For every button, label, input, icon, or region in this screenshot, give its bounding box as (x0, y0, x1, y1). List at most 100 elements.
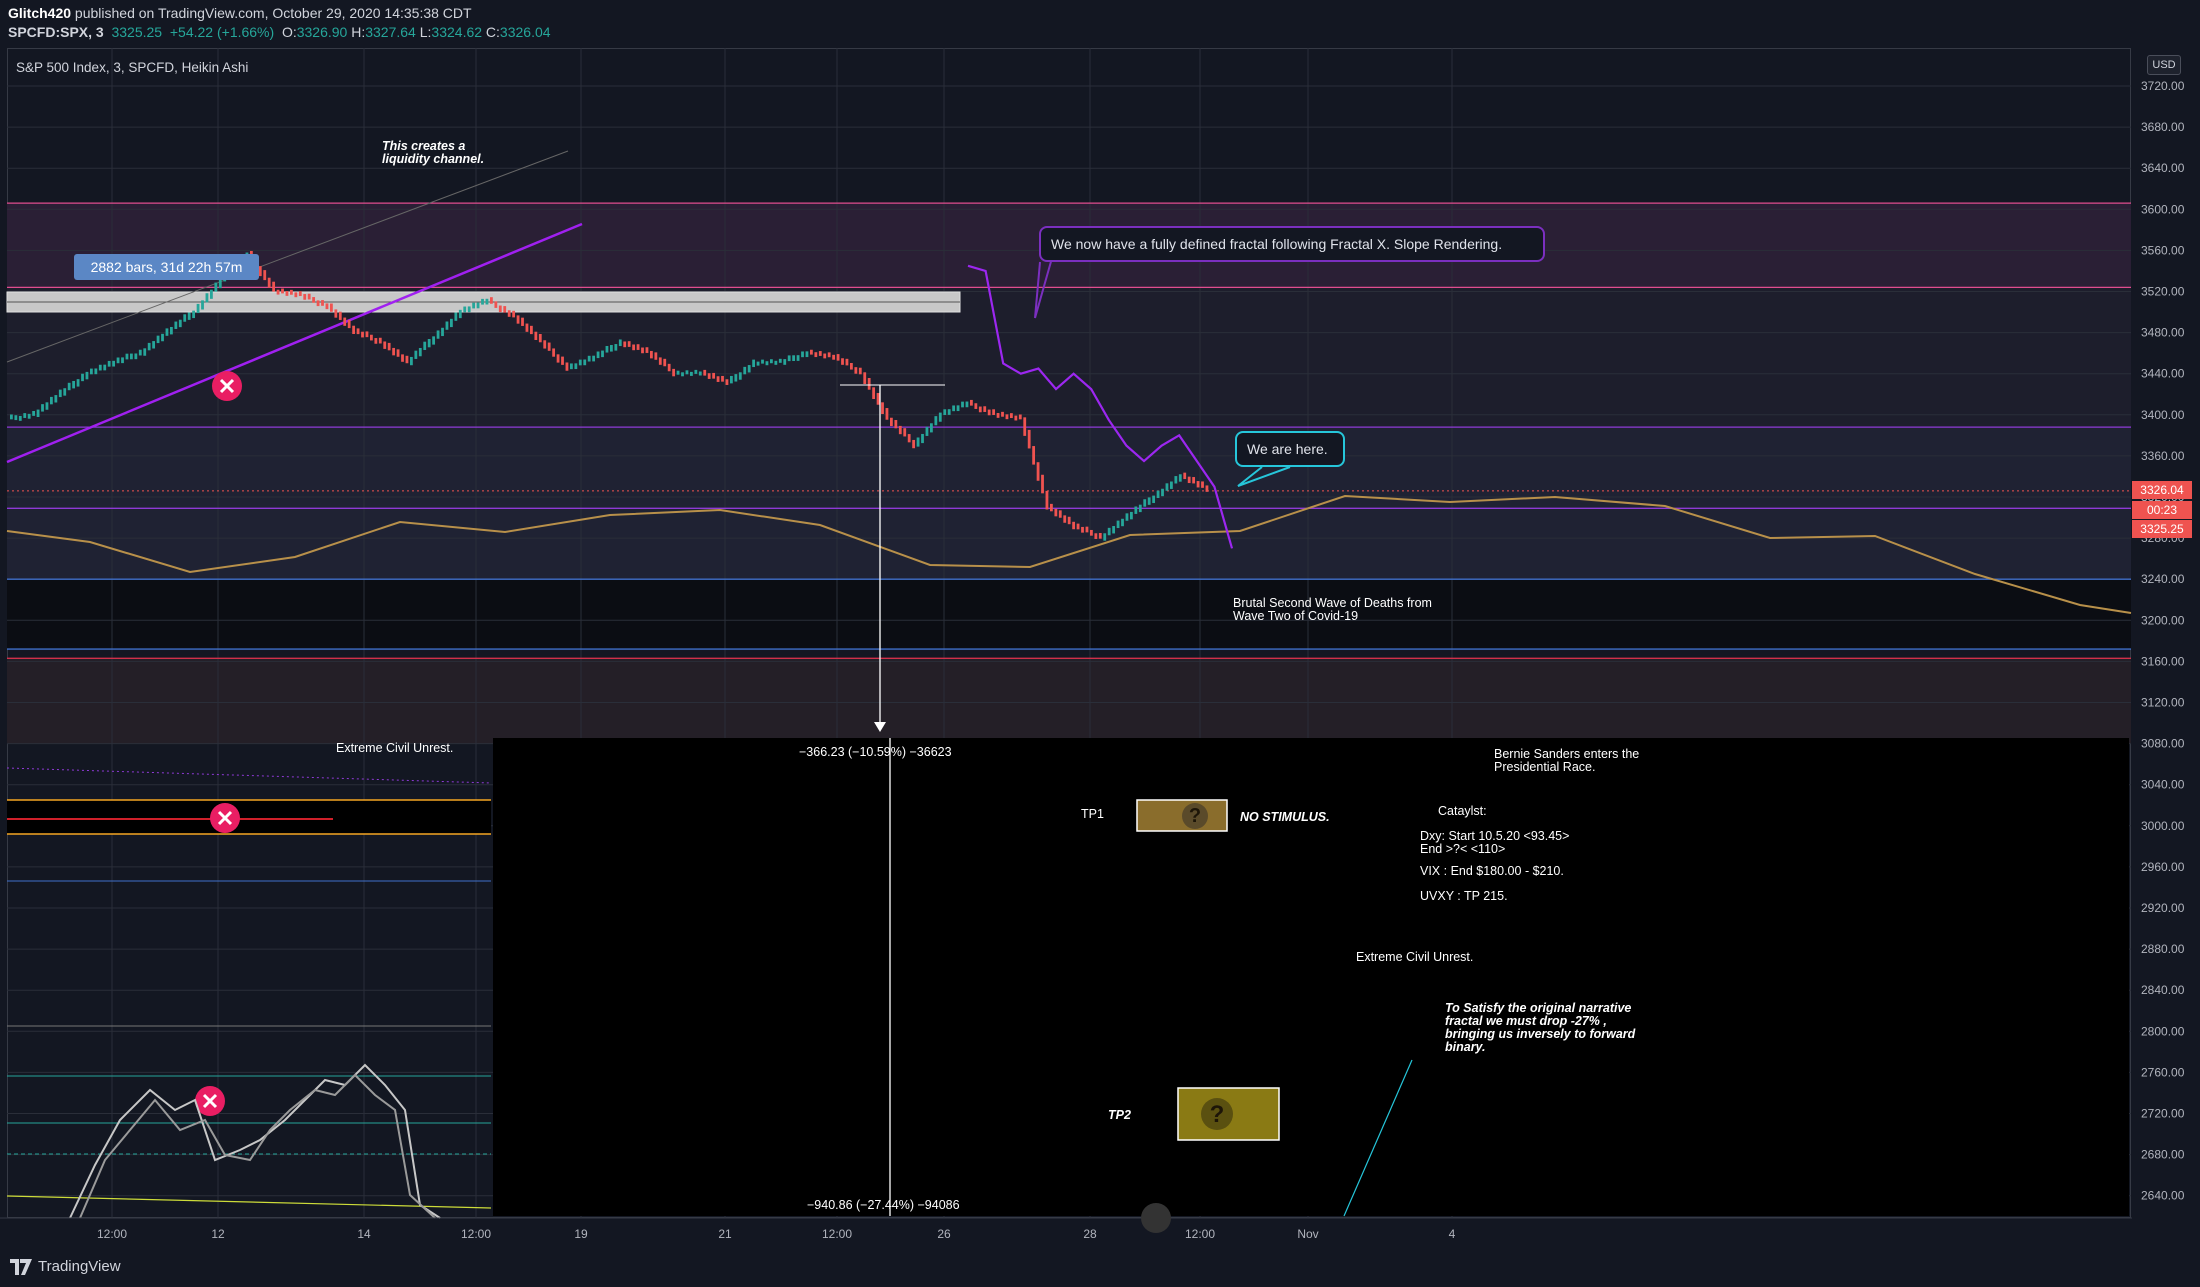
time-axis-label: 19 (574, 1227, 588, 1241)
measure-label-1: −366.23 (−10.59%) −36623 (799, 745, 952, 759)
price-candle (143, 348, 147, 356)
price-candle (1112, 526, 1116, 534)
price-candle (863, 372, 867, 385)
price-candle (974, 403, 978, 409)
level-zone (7, 658, 2131, 744)
price-candle (645, 347, 649, 353)
tan-indicator-line (6, 494, 2132, 614)
price-axis-label: 3400.00 (2141, 408, 2185, 422)
price-axis-label: 3440.00 (2141, 367, 2185, 381)
price-candle (312, 297, 316, 303)
price-candle (72, 380, 76, 389)
author-name[interactable]: Glitch420 (8, 5, 72, 21)
price-candle (445, 321, 449, 330)
we-are-here-callout[interactable]: We are here. (1235, 431, 1345, 467)
narrative-note[interactable]: To Satisfy the original narrative fracta… (1445, 1001, 1636, 1054)
price-candle (672, 368, 676, 377)
price-candle (481, 298, 484, 305)
price-candle (263, 270, 267, 281)
high-value: 3327.64 (365, 24, 416, 40)
price-candle (1134, 506, 1138, 514)
price-candle (170, 326, 173, 335)
uvxy-note[interactable]: UVXY : TP 215. (1420, 889, 1508, 903)
price-axis-label: 3680.00 (2141, 120, 2185, 134)
oscillator-line-a (69, 1063, 441, 1219)
time-axis-label: 26 (937, 1227, 951, 1241)
price-candle (658, 357, 662, 365)
bernie-note[interactable]: Bernie Sanders enters the Presidential R… (1494, 747, 1640, 774)
price-candle (32, 411, 36, 416)
price-candle (178, 319, 182, 328)
price-candle (530, 325, 533, 335)
price-candle (365, 331, 369, 338)
price-candle (67, 382, 71, 391)
price-candle (894, 420, 898, 429)
price-candle (792, 355, 796, 361)
tradingview-brand[interactable]: TradingView (38, 1258, 121, 1275)
price-candle (756, 361, 760, 366)
price-candle (54, 395, 58, 403)
price-axis-label: 3160.00 (2141, 654, 2185, 668)
price-candle (676, 370, 680, 375)
price-candle (1116, 520, 1120, 529)
price-candle (930, 423, 933, 433)
price-candle (290, 289, 293, 295)
price-candle (383, 341, 387, 349)
price-candle (761, 359, 764, 364)
price-candle (845, 358, 849, 366)
last-price: 3325.25 (111, 24, 163, 40)
oscillator-line-b (79, 1073, 436, 1219)
fractal-callout[interactable]: We now have a fully defined fractal foll… (1039, 226, 1545, 262)
price-candle (667, 363, 671, 372)
price-candle (552, 348, 556, 357)
dxy-note[interactable]: Dxy: Start 10.5.20 <93.45> End >?< <110> (1420, 829, 1570, 856)
price-candle (538, 333, 542, 343)
price-candle (192, 310, 196, 319)
price-candle (14, 415, 18, 421)
price-axis-label: 2840.00 (2141, 983, 2185, 997)
price-candle (947, 409, 951, 415)
price-candle (872, 387, 876, 400)
price-candle (214, 282, 218, 292)
price-candle (27, 413, 31, 419)
price-candle (996, 413, 1000, 418)
second-wave-note[interactable]: Brutal Second Wave of Deaths from Wave T… (1233, 596, 1432, 623)
price-candle (392, 347, 396, 356)
time-axis-label: 28 (1083, 1227, 1097, 1241)
price-candle (316, 300, 320, 307)
price-candle (218, 279, 222, 289)
price-candle (1041, 474, 1044, 494)
price-candle (956, 405, 960, 412)
price-candle (725, 379, 729, 385)
price-candle (1192, 477, 1196, 484)
level-zone (7, 579, 2131, 650)
price-candle (810, 349, 813, 355)
price-candle (285, 291, 289, 296)
price-candle (721, 375, 724, 382)
price-candle (650, 350, 653, 359)
price-candle (450, 318, 453, 328)
price-candle (463, 306, 467, 313)
x-marker-cross (217, 810, 233, 826)
price-candle (36, 409, 40, 417)
price-candle (1045, 490, 1049, 510)
no-stimulus-note[interactable]: NO STIMULUS. (1240, 810, 1330, 824)
open-value: 3326.90 (296, 24, 348, 40)
civil-unrest-note-2[interactable]: Extreme Civil Unrest. (1356, 950, 1474, 964)
price-candle (583, 359, 587, 366)
currency-button[interactable]: USD (2147, 55, 2181, 75)
price-candle (378, 337, 382, 344)
price-candle (294, 292, 298, 298)
price-candle (765, 361, 769, 366)
vix-note[interactable]: VIX : End $180.00 - $210. (1420, 864, 1564, 878)
price-candle (587, 355, 591, 362)
liquidity-channel-note[interactable]: This creates a liquidity channel. (382, 139, 485, 166)
price-axis-label: 2920.00 (2141, 901, 2185, 915)
civil-unrest-note-1[interactable]: Extreme Civil Unrest. (336, 741, 454, 755)
price-candle (258, 266, 262, 277)
price-candle (1036, 462, 1040, 481)
price-candle (592, 355, 596, 362)
bars-range-label[interactable]: 2882 bars, 31d 22h 57m (74, 254, 259, 280)
price-candle (654, 352, 658, 360)
price-candle (921, 433, 924, 444)
